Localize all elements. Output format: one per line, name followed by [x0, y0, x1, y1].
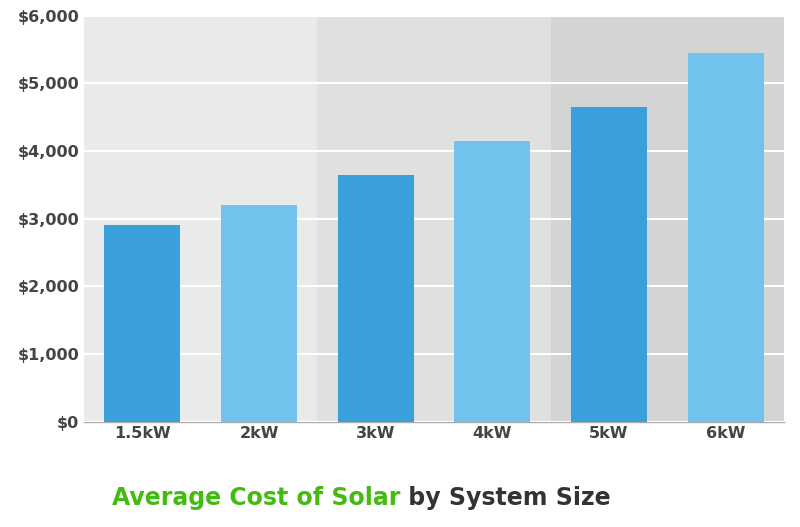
Bar	[318, 16, 434, 422]
Bar	[434, 16, 550, 422]
Bar	[550, 16, 667, 422]
Bar	[221, 205, 297, 422]
Bar	[454, 141, 530, 422]
Bar	[571, 107, 647, 422]
Bar	[105, 226, 180, 422]
Bar	[688, 53, 763, 422]
Bar	[201, 16, 318, 422]
Bar	[84, 16, 201, 422]
Bar	[667, 16, 784, 422]
Text: Average Cost of Solar: Average Cost of Solar	[112, 486, 400, 510]
Bar	[338, 175, 414, 422]
Text: by System Size: by System Size	[400, 486, 610, 510]
